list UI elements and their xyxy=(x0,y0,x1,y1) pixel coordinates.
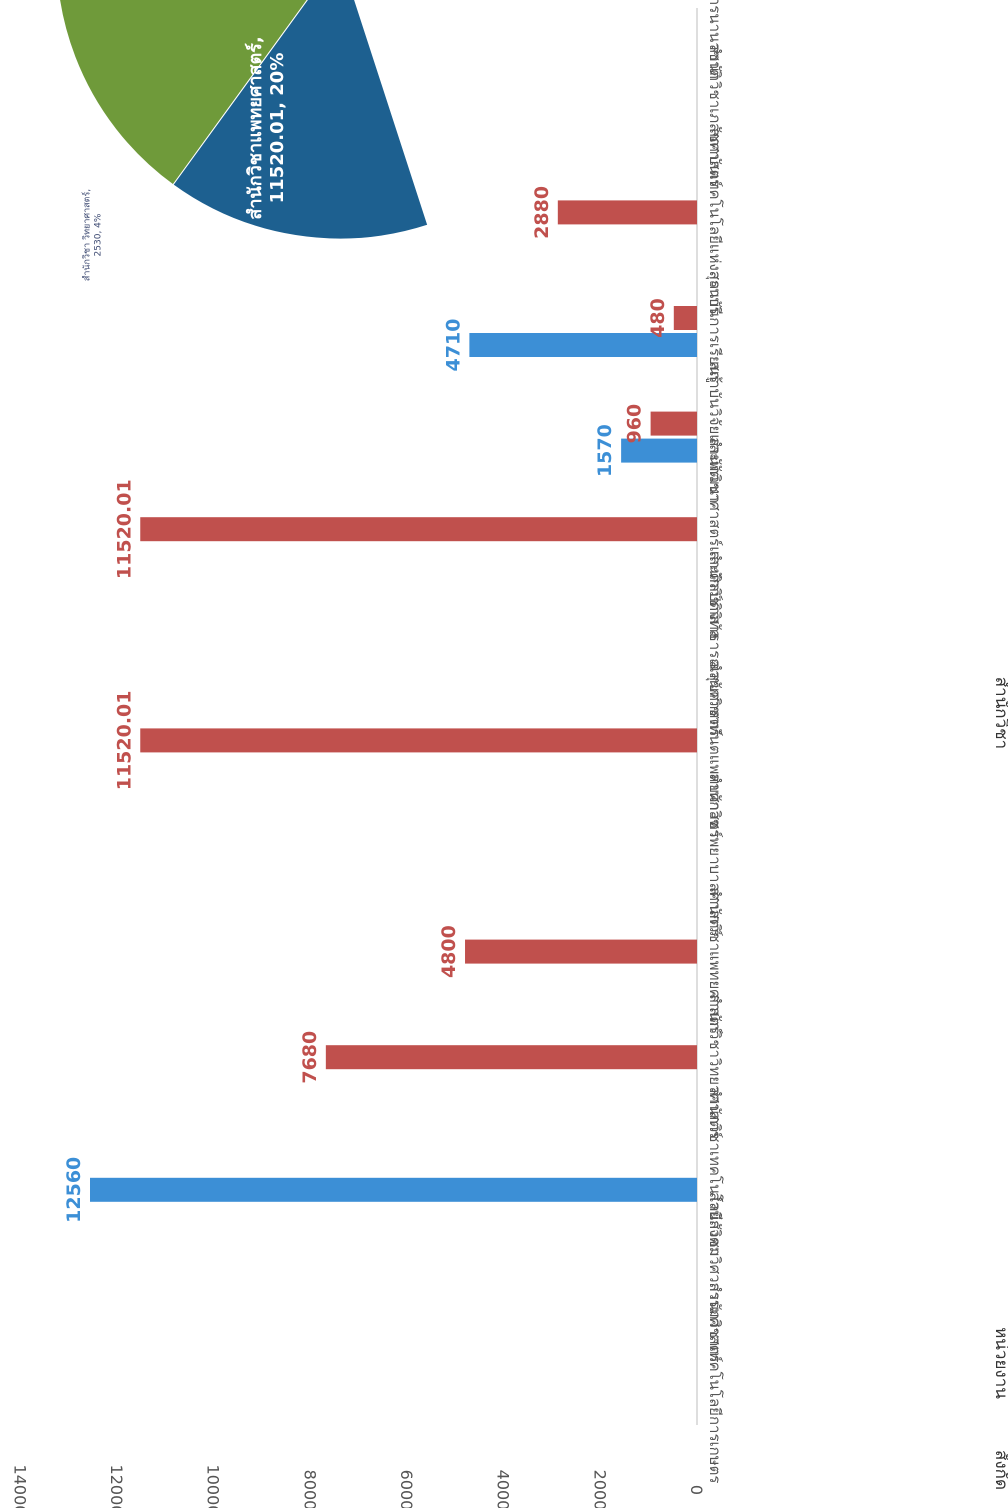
pie-slice xyxy=(172,0,429,240)
pie-slice-label: สำนักวิชา วิทยาศาสตร์,2530, 4% xyxy=(81,189,104,281)
bars xyxy=(90,200,697,1202)
y-tick-label: 6000 xyxy=(397,1470,416,1508)
data-label: 4710 xyxy=(442,319,464,372)
data-label: 1570 xyxy=(594,424,616,477)
bar xyxy=(469,333,697,357)
bar-value-labels: 12560 1570 4710 7680 4800 11520.01 11520.01 960… xyxy=(63,186,669,1223)
data-label: 11520.01 xyxy=(113,479,135,579)
category-label: ศูนย์กิจการนานาชาติ xyxy=(706,0,724,79)
y-axis-ticks: 0 2000 4000 6000 8000 10000 12000 14000 xyxy=(10,1465,706,1508)
y-tick-label: 2000 xyxy=(590,1470,609,1508)
category-label: สำนักวิชาวิศวกรรมศาสตร์ xyxy=(706,1192,724,1362)
corner-label-affiliation: สังกัด xyxy=(991,1450,1008,1490)
bar xyxy=(140,517,697,542)
category-label: สถาบันการเรียนรู้ xyxy=(706,271,724,383)
category-label: สำนักวิชาสาธารณสุขศาสตร์ xyxy=(705,551,724,736)
category-label: สำนักวิชาพยาบาลศาสตร์ xyxy=(706,773,724,936)
category-label: สถาบันวิจัยและพัฒนา xyxy=(706,362,724,503)
category-label: สำนักวิชาเทคโนโลยีการเกษตร xyxy=(706,1283,724,1484)
y-tick-label: 4000 xyxy=(494,1470,513,1508)
bar xyxy=(621,438,697,463)
bar xyxy=(650,411,697,436)
pie-slice-label: สำนักวิชาแพทยศาสตร์,11520.01, 20% xyxy=(244,36,288,219)
data-label: 11520.01 xyxy=(113,691,135,791)
bar xyxy=(673,306,697,330)
category-label: สำนักวิชาเทคโนโลยีสังคม xyxy=(706,1087,724,1257)
data-label: 4800 xyxy=(438,925,460,978)
category-label: สำนักวิชาศาสตร์และศิลป์ดิจิทัล xyxy=(706,437,724,639)
data-label: 12560 xyxy=(63,1157,85,1223)
category-label: สำนักวิชาเภสัชศาสตร์ xyxy=(706,44,724,187)
y-tick-label: 14000 xyxy=(10,1465,29,1508)
bar-chart: 0 2000 4000 6000 8000 10000 12000 14000 สำนักวิ… xyxy=(10,0,1008,1508)
x-axis-title: สำนักวิชา xyxy=(991,677,1008,749)
pie-slice-label: สำนักวิชา วิทยาศาสตร์ เครื่องสำอาง,5190,… xyxy=(50,17,78,193)
category-label: สำนักวิชาแพทยศาสตร์ xyxy=(706,887,724,1034)
y-tick-label: 0 xyxy=(687,1485,706,1495)
y-tick-label: 10000 xyxy=(204,1465,223,1508)
bar xyxy=(465,939,697,964)
category-label: สำนักวิชาวิทยาศาสตร์ xyxy=(706,994,724,1138)
category-label: สำนักวิชาทันตแพทยศาสตร์ xyxy=(706,661,724,838)
data-label: 7680 xyxy=(299,1031,321,1084)
pie-slice-label: สำนักวิชาพยาบ… 11520.0… xyxy=(422,0,443,192)
y-tick-label: 12000 xyxy=(107,1465,126,1508)
pie-chart: สำนักวิชา วิทยาศาสตร์,2530, 4%สำนักวิชา … xyxy=(50,0,443,281)
bar xyxy=(140,728,697,753)
bar xyxy=(90,1177,697,1202)
data-label: 480 xyxy=(647,298,669,338)
category-label: สถาบันเทคโนโลยีแห่งสุรนารี xyxy=(705,128,724,315)
pie-slice xyxy=(59,0,308,186)
y-tick-label: 8000 xyxy=(300,1470,319,1508)
data-label: 2880 xyxy=(531,186,553,239)
data-label: 960 xyxy=(624,404,646,444)
bar xyxy=(557,200,697,225)
corner-label-unit: หน่วยงาน xyxy=(991,1327,1008,1399)
bar xyxy=(325,1045,697,1070)
category-labels: สำนักวิชาเทคโนโลยีการเกษตรสำนักวิชาวิศวก… xyxy=(705,0,724,1483)
